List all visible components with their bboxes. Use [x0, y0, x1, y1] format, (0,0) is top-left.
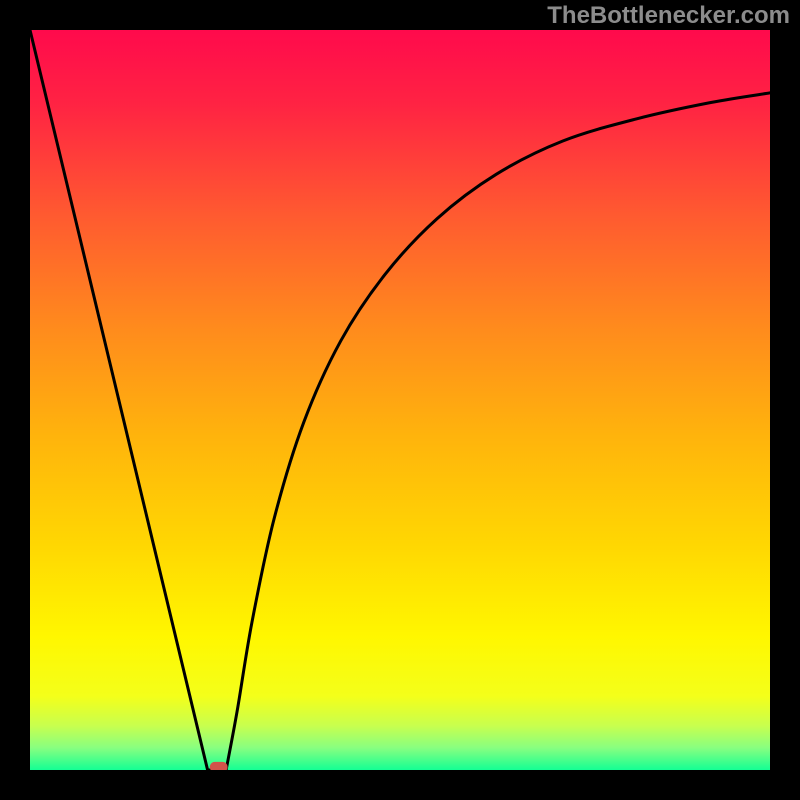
chart-frame: TheBottlenecker.com [0, 0, 800, 800]
watermark-text: TheBottlenecker.com [547, 2, 790, 30]
gradient-background [30, 30, 770, 770]
plot-svg [30, 30, 770, 770]
optimal-point-marker [210, 762, 228, 770]
plot-area [30, 30, 770, 770]
